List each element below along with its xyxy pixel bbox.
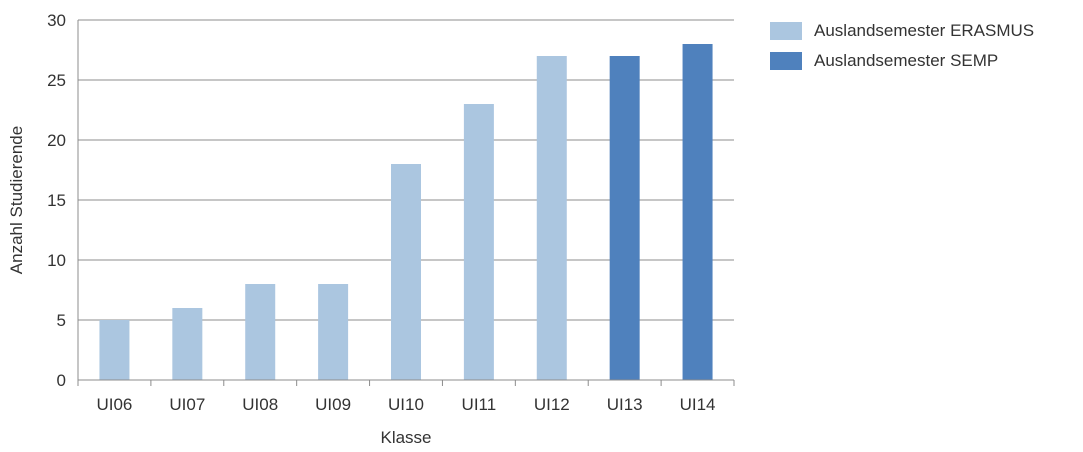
y-tick-label: 15 [47, 191, 66, 210]
legend: Auslandsemester ERASMUS Auslandsemester … [770, 16, 1034, 76]
legend-label-semp: Auslandsemester SEMP [814, 51, 999, 70]
x-tick-label: UI11 [462, 395, 497, 414]
x-tick-label: UI07 [169, 395, 205, 414]
legend-swatch-erasmus [770, 22, 802, 40]
legend-swatch-semp [770, 52, 802, 70]
y-tick-label: 0 [57, 371, 66, 390]
bars [99, 44, 713, 380]
bar [245, 284, 276, 380]
axes [77, 20, 735, 386]
x-tick-label: UI09 [315, 395, 351, 414]
y-tick-label: 5 [57, 311, 66, 330]
bar [536, 56, 567, 380]
bar [99, 320, 130, 380]
bar [318, 284, 349, 380]
y-tick-label: 20 [47, 131, 66, 150]
x-tick-labels: UI06 UI07 UI08 UI09 UI10 UI11 UI12 UI13 UI14 [96, 395, 715, 414]
bar [172, 308, 203, 380]
y-axis-label: Anzahl Studierende [7, 126, 26, 274]
x-tick-label: UI14 [680, 395, 716, 414]
x-tick-label: UI08 [242, 395, 278, 414]
bar [609, 56, 640, 380]
x-tick-label: UI12 [534, 395, 570, 414]
x-tick-label: UI13 [607, 395, 643, 414]
bar [682, 44, 713, 380]
y-tick-label: 30 [47, 11, 66, 30]
legend-item-semp: Auslandsemester SEMP [770, 46, 1034, 76]
y-tick-label: 25 [47, 71, 66, 90]
x-tick-label: UI06 [96, 395, 132, 414]
y-tick-labels: 0 5 10 15 20 25 30 [47, 11, 66, 390]
legend-label-erasmus: Auslandsemester ERASMUS [814, 21, 1035, 40]
bar [463, 104, 494, 380]
x-tick-label: UI10 [388, 395, 424, 414]
bar-chart: 0 5 10 15 20 25 30 UI06 UI07 UI08 UI09 UI10 UI11 UI1… [7, 11, 735, 447]
bar [391, 164, 421, 380]
y-tick-label: 10 [47, 251, 66, 270]
x-axis-label: Klasse [380, 428, 431, 447]
legend-item-erasmus: Auslandsemester ERASMUS [770, 16, 1034, 46]
